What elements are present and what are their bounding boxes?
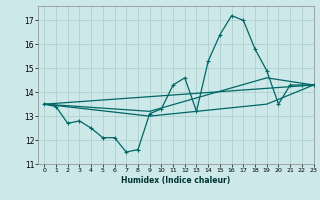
X-axis label: Humidex (Indice chaleur): Humidex (Indice chaleur) bbox=[121, 176, 231, 185]
